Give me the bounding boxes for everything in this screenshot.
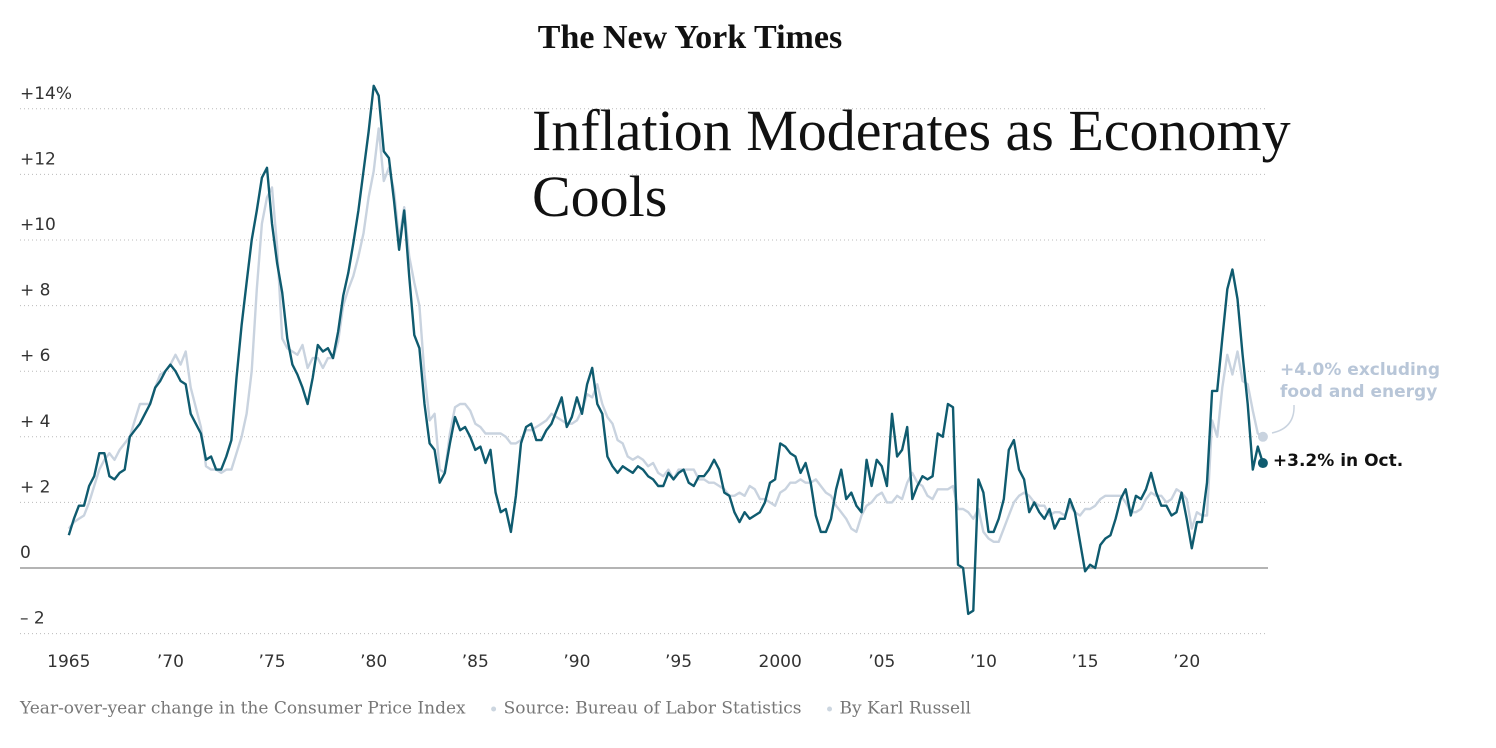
y-tick-label: 0 — [20, 543, 31, 563]
masthead: The New York Times — [538, 19, 842, 56]
y-tick-label: + 6 — [20, 346, 50, 366]
end-dot — [1257, 458, 1268, 469]
y-tick-label: +12 — [20, 149, 56, 169]
annotation-arrow — [1271, 404, 1295, 434]
footer-text: Year-over-year change in the Consumer Pr… — [19, 699, 466, 719]
chart-title: Inflation Moderates as Economy Cools — [532, 98, 1291, 229]
annotation: food and energy — [1280, 382, 1437, 402]
x-tick-label: ’75 — [259, 652, 286, 672]
x-tick-label: ’90 — [563, 652, 590, 672]
annotation: +4.0% excluding — [1280, 360, 1440, 380]
x-tick-label: ’80 — [360, 652, 387, 672]
annotation: +3.2% in Oct. — [1273, 451, 1403, 471]
x-tick-label: ’95 — [665, 652, 692, 672]
x-tick-label: ’15 — [1072, 652, 1099, 672]
series-line — [67, 84, 1265, 616]
x-tick-label: ’85 — [462, 652, 489, 672]
series-line — [67, 127, 1264, 543]
y-tick-label: + 4 — [20, 412, 50, 432]
y-tick-label: +14% — [20, 84, 72, 104]
footer-text: By Karl Russell — [840, 699, 971, 719]
x-tick-label: ’20 — [1173, 652, 1200, 672]
y-tick-label: – 2 — [20, 609, 45, 629]
grid — [20, 108, 1268, 635]
y-tick-label: + 8 — [20, 281, 50, 301]
separator-dot — [827, 706, 833, 712]
separator-dot — [491, 706, 497, 712]
x-tick-label: 1965 — [47, 652, 90, 672]
lines — [67, 84, 1268, 616]
y-tick-label: + 2 — [20, 477, 50, 497]
x-tick-label: 2000 — [759, 652, 802, 672]
labels: – 2 0 + 2 + 4 + 6 + 8 +10 +12 +14% 1965 ’70 ’75 ’80 ’… — [19, 84, 1440, 719]
end-dot — [1257, 431, 1268, 442]
x-tick-label: ’70 — [157, 652, 184, 672]
y-tick-label: +10 — [20, 215, 56, 235]
footer-text: Source: Bureau of Labor Statistics — [504, 699, 802, 719]
x-tick-label: ’10 — [970, 652, 997, 672]
x-tick-label: ’05 — [868, 652, 895, 672]
